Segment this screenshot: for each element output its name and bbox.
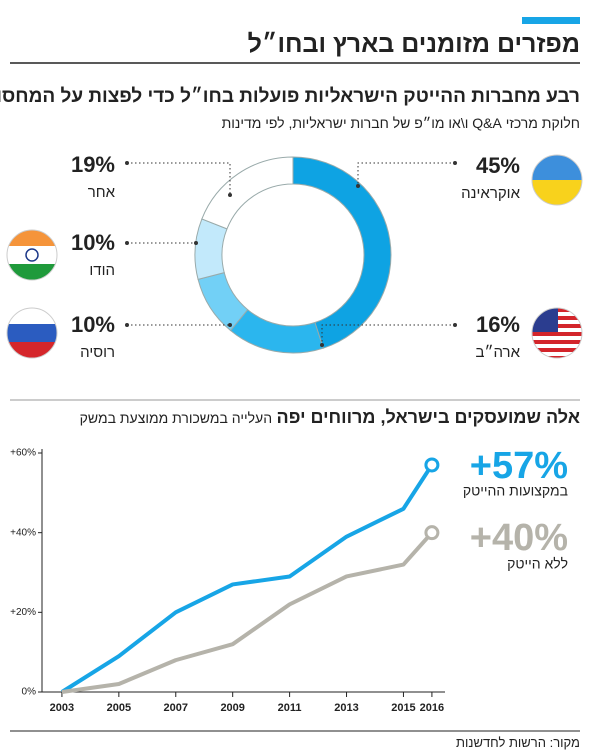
donut-subtitle: חלוקת מרכזי Q&A ו\או מו״פ של חברות ישראל… xyxy=(221,115,580,131)
y-tick-label: +20% xyxy=(10,607,36,618)
leader-dot xyxy=(453,161,457,165)
end-marker xyxy=(424,525,440,541)
data-label: 19% xyxy=(71,152,115,177)
flag-india xyxy=(7,230,57,280)
data-label: 10% xyxy=(71,230,115,255)
data-label: +57% xyxy=(470,445,568,487)
flag-border xyxy=(531,154,583,206)
donut-slice xyxy=(292,156,392,349)
category-label: אוקראינה xyxy=(461,185,520,202)
leader-dot xyxy=(356,184,360,188)
flag-ukraine xyxy=(532,155,582,205)
line-heading: אלה שמועסקים בישראל, מרווחים יפה העלייה … xyxy=(80,407,580,428)
donut-title: רבע מחברות ההייטק הישראליות פועלות בחו״ל… xyxy=(0,86,580,107)
line-subtitle: העלייה במשכורת ממוצעת במשק xyxy=(79,410,273,426)
category-label: ארה״ב xyxy=(475,344,520,361)
leader-dot xyxy=(320,343,324,347)
leader-line xyxy=(127,162,231,195)
flag-border xyxy=(6,229,58,281)
accent-bar xyxy=(522,17,580,24)
data-label: 45% xyxy=(476,153,520,178)
legend-label: במקצועות ההייטק xyxy=(463,483,568,499)
leader-line xyxy=(357,162,455,186)
donut-slice xyxy=(201,156,294,230)
data-label: +40% xyxy=(470,517,568,559)
leader-dot xyxy=(125,323,129,327)
flag-border xyxy=(6,307,58,359)
x-tick-label: 2011 xyxy=(278,702,302,714)
y-tick-label: +40% xyxy=(10,527,36,538)
leader-line xyxy=(321,324,455,345)
source: מקור: הרשות לחדשנות xyxy=(456,735,580,750)
donut-slice xyxy=(194,218,228,280)
category-label: אחר xyxy=(88,184,116,201)
y-tick-label: +60% xyxy=(10,448,36,459)
x-tick-label: 2013 xyxy=(334,702,358,714)
line-title: אלה שמועסקים בישראל, מרווחים יפה xyxy=(276,407,580,427)
x-tick-label: 2015 xyxy=(391,702,415,714)
flag-russia xyxy=(7,308,57,358)
data-label: 10% xyxy=(71,312,115,337)
x-tick-label: 2009 xyxy=(220,702,244,714)
category-label: רוסיה xyxy=(80,344,115,361)
legend-label: ללא הייטק xyxy=(507,556,568,572)
series-line xyxy=(61,531,434,694)
leader-dot xyxy=(228,323,232,327)
leader-dot xyxy=(453,323,457,327)
x-tick-label: 2016 xyxy=(420,702,444,714)
leader-dot xyxy=(228,193,232,197)
x-tick-label: 2003 xyxy=(50,702,74,714)
series-line xyxy=(60,463,434,694)
x-tick-label: 2007 xyxy=(164,702,188,714)
leader-dot xyxy=(125,241,129,245)
x-tick-label: 2005 xyxy=(107,702,131,714)
y-tick-label: 0% xyxy=(22,687,37,698)
flag-usa xyxy=(532,308,582,358)
donut-slice xyxy=(229,309,324,354)
flag-border xyxy=(531,307,583,359)
data-label: 16% xyxy=(476,312,520,337)
page-title: מפזרים מזומנים בארץ ובחו״ל xyxy=(247,30,580,58)
category-label: הודו xyxy=(89,262,115,279)
end-marker xyxy=(424,457,440,473)
leader-dot xyxy=(125,161,129,165)
leader-dot xyxy=(194,241,198,245)
